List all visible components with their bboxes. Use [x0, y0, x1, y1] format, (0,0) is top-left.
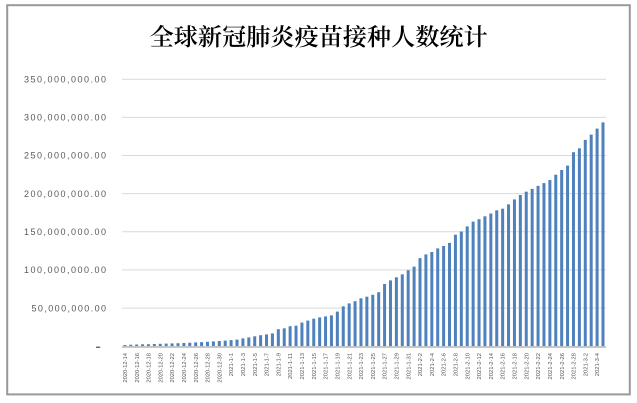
svg-text:2020-12-14: 2020-12-14: [123, 352, 129, 382]
svg-text:2021-2-10: 2021-2-10: [465, 353, 471, 379]
svg-text:2021-1-21: 2021-1-21: [347, 353, 353, 379]
svg-text:2021-2-24: 2021-2-24: [548, 352, 554, 379]
svg-text:2020-12-16: 2020-12-16: [135, 353, 141, 383]
svg-text:2021-2-22: 2021-2-22: [536, 353, 542, 379]
svg-text:2021-1-23: 2021-1-23: [359, 353, 365, 379]
svg-text:2021-2-2: 2021-2-2: [418, 353, 424, 376]
svg-text:2020-12-18: 2020-12-18: [147, 353, 153, 383]
svg-text:2021-1-29: 2021-1-29: [394, 353, 400, 379]
svg-text:2021-1-11: 2021-1-11: [288, 353, 294, 379]
svg-text:2021-2-20: 2021-2-20: [524, 353, 530, 379]
svg-text:2021-3-2: 2021-3-2: [583, 353, 589, 376]
svg-text:2020-12-28: 2020-12-28: [206, 353, 212, 383]
svg-text:200,000,000.00: 200,000,000.00: [24, 189, 106, 199]
svg-text:300,000,000.00: 300,000,000.00: [24, 113, 106, 123]
svg-text:2021-2-18: 2021-2-18: [513, 353, 519, 379]
svg-text:2021-2-14: 2021-2-14: [489, 352, 495, 379]
svg-text:2021-1-3: 2021-1-3: [241, 353, 247, 376]
svg-text:2020-12-24: 2020-12-24: [182, 352, 188, 382]
svg-text:2021-1-17: 2021-1-17: [324, 353, 330, 379]
svg-text:2021-1-31: 2021-1-31: [406, 353, 412, 379]
svg-text:2021-1-9: 2021-1-9: [276, 353, 282, 376]
svg-text:2021-2-8: 2021-2-8: [454, 353, 460, 376]
svg-text:2021-2-26: 2021-2-26: [560, 353, 566, 379]
svg-text:2021-2-6: 2021-2-6: [442, 353, 448, 376]
svg-text:100,000,000.00: 100,000,000.00: [24, 265, 106, 275]
svg-text:2021-2-16: 2021-2-16: [501, 353, 507, 379]
svg-text:2021-1-15: 2021-1-15: [312, 353, 318, 379]
svg-text:150,000,000.00: 150,000,000.00: [24, 227, 106, 237]
svg-text:2021-1-5: 2021-1-5: [253, 353, 259, 376]
svg-text:2021-1-27: 2021-1-27: [383, 353, 389, 379]
svg-text:250,000,000.00: 250,000,000.00: [24, 151, 106, 161]
svg-text:2021-1-13: 2021-1-13: [300, 353, 306, 379]
svg-text:2021-1-19: 2021-1-19: [335, 353, 341, 379]
svg-text:2020-12-30: 2020-12-30: [217, 353, 223, 383]
svg-text:2021-3-4: 2021-3-4: [595, 352, 601, 376]
svg-text:2020-12-26: 2020-12-26: [194, 353, 200, 383]
svg-text:50,000,000.00: 50,000,000.00: [32, 303, 107, 313]
svg-text:2021-2-28: 2021-2-28: [572, 353, 578, 379]
svg-text:350,000,000.00: 350,000,000.00: [24, 74, 106, 84]
svg-text:2020-12-22: 2020-12-22: [170, 353, 176, 383]
svg-text:2021-1-1: 2021-1-1: [229, 353, 235, 376]
svg-text:2020-12-20: 2020-12-20: [158, 353, 164, 383]
svg-text:2021-2-4: 2021-2-4: [430, 352, 436, 376]
svg-text:2021-1-7: 2021-1-7: [265, 353, 271, 376]
svg-text:2021-2-12: 2021-2-12: [477, 353, 483, 379]
svg-text:2021-1-25: 2021-1-25: [371, 353, 377, 379]
